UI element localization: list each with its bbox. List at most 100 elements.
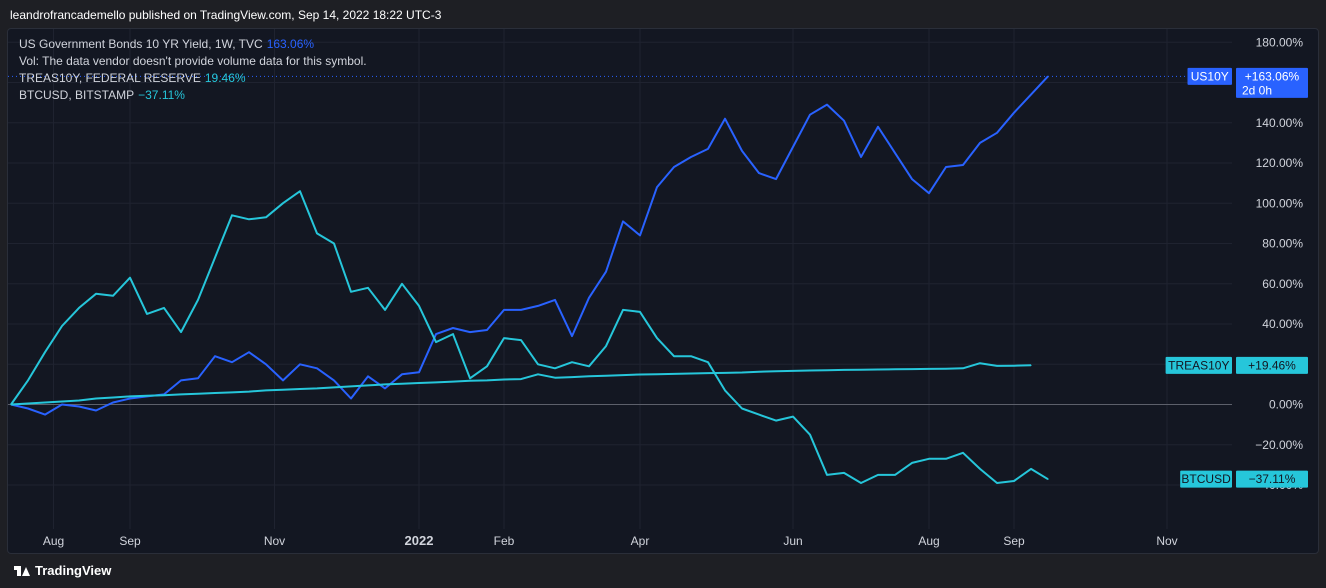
data-point-btcusd-12: [214, 256, 216, 259]
data-point-treas10y-21: [367, 384, 369, 386]
data-point-btcusd-60: [1030, 468, 1032, 470]
data-point-treas10y-4: [78, 399, 80, 402]
legend-us10y-label: US Government Bonds 10 YR Yield, 1W, TVC: [19, 37, 263, 51]
data-point-btcusd-56: [962, 452, 964, 454]
data-point-btcusd-20: [350, 291, 352, 293]
data-point-us10y-14: [248, 351, 250, 353]
data-point-btcusd-44: [758, 413, 760, 416]
data-point-btcusd-14: [248, 218, 250, 220]
price-label-us10y-box: [1236, 67, 1308, 98]
data-point-treas10y-51: [877, 368, 879, 371]
data-point-btcusd-31: [537, 363, 539, 365]
data-point-us10y-60: [1030, 93, 1032, 96]
data-point-btcusd-18: [316, 232, 318, 235]
y-tick-label-4: 80.00%: [1262, 237, 1303, 251]
data-point-treas10y-11: [197, 393, 199, 395]
data-point-treas10y-56: [962, 367, 964, 369]
data-point-btcusd-25: [435, 341, 437, 343]
data-point-treas10y-15: [265, 389, 267, 392]
legend-row-us10y[interactable]: US Government Bonds 10 YR Yield, 1W, TVC…: [19, 36, 367, 53]
data-point-treas10y-33: [571, 376, 573, 378]
data-point-us10y-39: [673, 166, 675, 168]
data-point-btcusd-43: [741, 407, 743, 410]
data-point-treas10y-46: [792, 370, 794, 372]
data-point-treas10y-53: [911, 368, 913, 370]
data-point-treas10y-24: [418, 382, 420, 384]
data-point-btcusd-37: [639, 311, 641, 313]
data-point-btcusd-2: [44, 351, 46, 353]
data-point-us10y-5: [95, 409, 97, 412]
data-point-btcusd-45: [775, 420, 777, 422]
price-tag-us10y-label: US10Y: [1191, 69, 1229, 83]
data-point-treas10y-37: [639, 373, 641, 376]
data-point-us10y-13: [231, 361, 233, 363]
data-point-btcusd-35: [605, 345, 607, 347]
legend-btcusd-value: −37.11%: [138, 88, 185, 102]
legend-treas10y-label: TREAS10Y, FEDERAL RESERVE: [19, 71, 201, 85]
data-point-btcusd-32: [554, 367, 556, 369]
data-point-btcusd-16: [282, 202, 284, 204]
price-label-treas10y-box: [1236, 356, 1308, 374]
data-point-treas10y-3: [61, 400, 63, 403]
price-label-btcusd-value: −37.11%: [1249, 472, 1296, 486]
data-point-us10y-43: [741, 150, 743, 152]
data-point-us10y-54: [928, 192, 930, 194]
data-point-btcusd-17: [299, 190, 301, 192]
data-point-btcusd-48: [826, 474, 828, 476]
data-point-treas10y-10: [180, 393, 182, 396]
price-label-us10y-countdown: 2d 0h: [1242, 83, 1272, 97]
data-point-btcusd-11: [197, 299, 199, 301]
price-tag-btcusd-label: BTCUSD: [1181, 472, 1231, 486]
data-point-treas10y-18: [316, 387, 318, 389]
data-point-treas10y-32: [554, 377, 556, 379]
data-point-btcusd-24: [418, 305, 420, 307]
data-point-btcusd-26: [452, 333, 454, 335]
legend-treas10y-value: 19.46%: [204, 71, 246, 85]
data-point-us10y-36: [622, 220, 624, 222]
data-point-treas10y-38: [656, 373, 658, 375]
legend-row-treas10y[interactable]: TREAS10Y, FEDERAL RESERVE 19.46%: [19, 70, 367, 87]
data-point-us10y-41: [707, 148, 709, 150]
chart-svg[interactable]: 180.00% 140.00% 120.00% 100.00% 80.00% 60.00%…: [8, 29, 1318, 553]
x-tick-label-2: Nov: [264, 534, 285, 548]
data-point-treas10y-55: [945, 368, 947, 370]
data-point-us10y-30: [520, 309, 522, 311]
x-tick-label-4: Feb: [494, 534, 515, 548]
x-tick-label-7: Aug: [918, 534, 939, 548]
data-point-us10y-58: [996, 132, 998, 134]
data-point-treas10y-22: [384, 383, 386, 385]
data-point-us10y-7: [129, 397, 131, 400]
data-point-treas10y-45: [775, 370, 777, 372]
data-point-us10y-46: [792, 146, 794, 148]
data-point-us10y-53: [911, 178, 913, 180]
data-point-treas10y-30: [520, 378, 522, 380]
data-point-us10y-15: [265, 363, 267, 365]
y-tick-label-5: 60.00%: [1262, 277, 1303, 291]
data-point-treas10y-28: [486, 379, 488, 381]
data-point-treas10y-49: [843, 369, 845, 371]
data-point-btcusd-15: [265, 216, 267, 218]
data-point-us10y-33: [571, 335, 573, 337]
data-point-treas10y-12: [214, 392, 216, 394]
x-tick-label-1: Sep: [119, 534, 141, 548]
y-tick-label-2: 120.00%: [1256, 156, 1304, 170]
y-tick-label-0: 180.00%: [1256, 35, 1304, 49]
data-point-btcusd-30: [520, 339, 522, 341]
data-point-btcusd-21: [367, 287, 369, 289]
legend-row-btcusd[interactable]: BTCUSD, BITSTAMP −37.11%: [19, 87, 367, 104]
data-point-btcusd-42: [724, 389, 726, 392]
data-point-btcusd-46: [792, 415, 794, 418]
data-point-btcusd-19: [333, 242, 335, 245]
footer-brand[interactable]: TradingView: [14, 563, 111, 578]
data-point-treas10y-40: [690, 372, 692, 375]
data-point-btcusd-41: [707, 361, 709, 363]
data-point-us10y-52: [894, 152, 896, 154]
price-label-btcusd-box: [1236, 470, 1308, 488]
chart-panel[interactable]: 180.00% 140.00% 120.00% 100.00% 80.00% 60.00%…: [7, 28, 1319, 554]
data-point-us10y-16: [282, 379, 284, 381]
data-point-treas10y-16: [282, 389, 284, 391]
data-point-btcusd-55: [945, 458, 947, 460]
data-point-us10y-47: [809, 114, 811, 116]
data-point-btcusd-50: [860, 482, 862, 484]
data-point-us10y-27: [469, 331, 471, 333]
